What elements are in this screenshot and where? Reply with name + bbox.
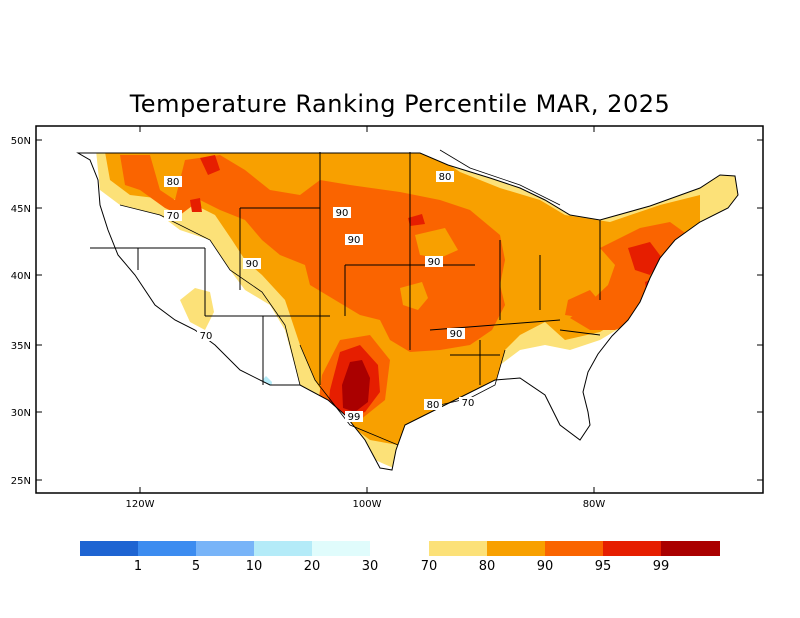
- colorbar-label: 70: [420, 559, 438, 574]
- lat-tick-label: 45N: [11, 204, 31, 215]
- contour-lines: [119, 149, 561, 446]
- colorbar-label: 80: [478, 559, 496, 574]
- lat-tick-label: 30N: [11, 408, 31, 419]
- colorbar-label: 90: [536, 559, 554, 574]
- lon-tick-label: 80W: [583, 499, 606, 510]
- contour-value-labels: 80 70 90 90 90 90 80 90 99 80 70 70: [164, 171, 477, 423]
- contour-label: 90: [348, 235, 361, 246]
- colorbar-label: 95: [594, 559, 612, 574]
- axis-ticks: [36, 126, 763, 493]
- lat-tick-label: 25N: [11, 476, 31, 487]
- colorbar-swatch-warm-2: [487, 541, 545, 556]
- hole-mw: [400, 282, 428, 310]
- colorbar-label: 30: [361, 559, 379, 574]
- lat-labels: 50N 45N 40N 35N 30N 25N: [11, 136, 31, 487]
- colorbar-label: 1: [133, 559, 143, 574]
- contour-label: 70: [200, 331, 213, 342]
- colorbar-swatch-warm-1: [429, 541, 487, 556]
- lat-tick-label: 35N: [11, 341, 31, 352]
- contour-label: 90: [450, 329, 463, 340]
- band-95-mt: [200, 155, 220, 175]
- lon-labels: 120W 100W 80W: [126, 499, 606, 510]
- band-95-wy: [190, 198, 202, 212]
- colorbar-swatch-cold-1: [80, 541, 138, 556]
- band-95-ny: [628, 242, 662, 275]
- colorbar-label: 99: [652, 559, 670, 574]
- contour-label: 90: [336, 208, 349, 219]
- colorbar-swatch-cold-5: [312, 541, 370, 556]
- colorbar-label: 10: [245, 559, 263, 574]
- lat-tick-label: 40N: [11, 271, 31, 282]
- lat-tick-label: 50N: [11, 136, 31, 147]
- map-title: Temperature Ranking Percentile MAR, 2025: [129, 90, 671, 118]
- contour-label: 90: [428, 257, 441, 268]
- band-90-wv: [565, 290, 600, 318]
- colorbar-swatch-cold-4: [254, 541, 312, 556]
- contour-label: 80: [427, 400, 440, 411]
- colorbar-swatch-warm-3: [545, 541, 603, 556]
- colorbar-swatch-cold-2: [138, 541, 196, 556]
- contour-label: 70: [167, 211, 180, 222]
- lon-tick-label: 120W: [126, 499, 155, 510]
- contour-label: 80: [167, 177, 180, 188]
- contour-label: 80: [439, 172, 452, 183]
- band-99-tx: [342, 360, 370, 412]
- colorbar-swatch-warm-4: [603, 541, 661, 556]
- boundaries: [76, 152, 739, 471]
- contour-label: 90: [246, 259, 259, 270]
- band-95-sd: [408, 214, 425, 226]
- lon-tick-label: 100W: [353, 499, 382, 510]
- percentile-shading: [96, 153, 738, 470]
- band-90-east: [570, 222, 695, 330]
- contour-label: 70: [462, 398, 475, 409]
- contour-label: 99: [348, 412, 361, 423]
- hole-mi: [415, 228, 458, 258]
- colorbar-swatch-cold-3: [196, 541, 254, 556]
- colorbar-label: 20: [303, 559, 321, 574]
- colorbar-swatch-warm-5: [661, 541, 720, 556]
- colorbar-label: 5: [191, 559, 201, 574]
